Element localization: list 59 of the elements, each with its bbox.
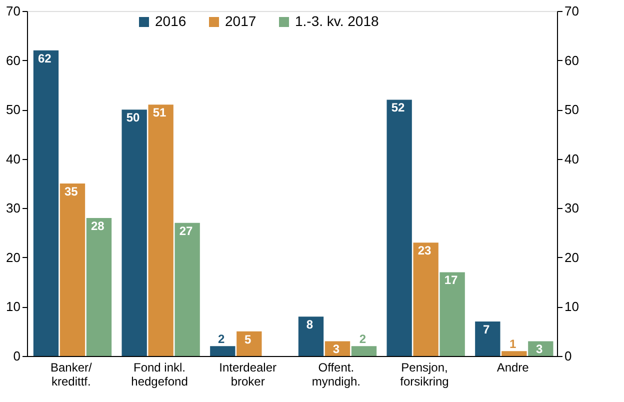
y-tick-label: 30 [6,200,20,216]
x-tick-label: Interdealer broker [219,360,277,388]
bar [502,351,527,356]
y2-tick-label: 20 [564,250,579,265]
bar [351,346,377,356]
y2-tick-label: 60 [564,52,579,68]
data-label: 51 [152,106,166,120]
data-label: 23 [418,244,432,258]
data-label: 28 [90,219,105,233]
x-tick-label: Fond inkl. hedgefond [131,360,188,388]
bar [475,322,500,356]
data-label: 27 [179,224,193,238]
data-label: 62 [38,51,52,66]
bar [122,110,147,356]
bar [324,341,350,356]
bar [386,100,412,356]
y-tick-label: 70 [6,4,20,18]
y-tick-label: 0 [13,348,20,364]
data-label: 7 [482,322,490,336]
y2-tick-label: 50 [564,102,579,118]
data-label: 2 [359,332,366,346]
y-tick-label: 20 [6,250,20,265]
legend-label: 1.-3. kv. 2018 [295,13,379,29]
data-label: 5 [244,332,252,346]
x-tick-label: Offent. myndigh. [312,360,361,388]
data-label: 2 [218,332,225,346]
y-tick-label: 40 [6,151,20,166]
data-label: 50 [126,110,140,125]
bar [528,341,554,356]
bar [298,316,324,356]
y-tick-label: 60 [6,52,20,68]
data-label: 1 [509,337,516,352]
x-tick-label: Pensjon, forsikring [400,360,449,388]
y2-tick-label: 10 [564,299,579,314]
y2-tick-label: 40 [564,151,579,166]
y-tick-label: 50 [6,102,20,118]
bar [236,331,262,356]
bar [60,184,86,356]
legend-label: 2016 [155,13,186,29]
data-label: 35 [64,184,78,198]
y2-tick-label: 30 [564,200,579,216]
y2-tick-label: 70 [564,4,579,18]
bar [148,104,174,356]
data-label: 3 [536,342,543,356]
data-label: 8 [306,318,314,332]
y-tick-label: 10 [6,299,20,314]
x-tick-label: Banker/ kredittf. [50,360,93,388]
bar [440,272,465,356]
bar [174,222,200,356]
data-label: 3 [332,342,340,356]
bar [413,242,438,356]
legend-label: 2017 [225,13,256,29]
bar [86,218,112,356]
y2-tick-label: 0 [564,348,572,364]
bar [210,346,236,356]
data-label: 17 [444,273,458,288]
data-label: 52 [391,100,405,115]
x-tick-label: Andre [496,360,530,374]
bar [33,50,59,356]
